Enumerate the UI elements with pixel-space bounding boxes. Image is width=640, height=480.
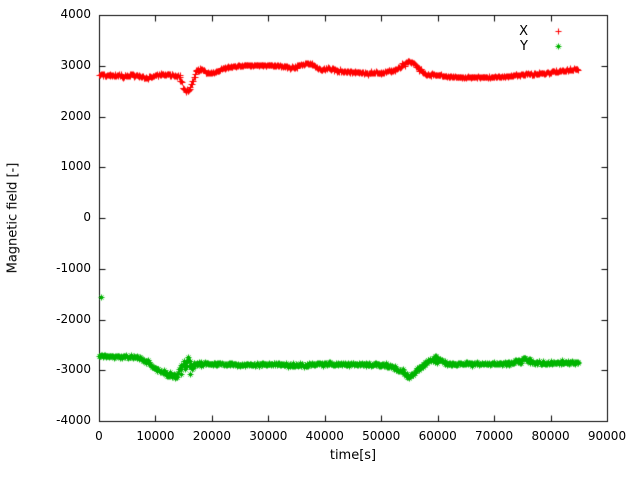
y-axis-label: Magnetic field [-] [5,162,21,274]
y-tick-label: -1000 [56,260,91,275]
x-tick-label: 90000 [587,429,627,443]
x-tick-label: 20000 [192,429,231,443]
x-tick-label: 0 [95,429,103,443]
x-tick-label: 10000 [136,429,175,443]
x-axis-label: time[s] [329,448,377,463]
y-tick-label: 0 [83,210,91,224]
x-tick-label: 60000 [418,429,457,443]
y-tick-label: 4000 [60,7,91,21]
y-tick-label: -4000 [56,413,91,427]
y-tick-label: 3000 [60,57,91,72]
x-tick-label: 50000 [362,429,401,443]
x-tick-label: 30000 [249,429,288,443]
legend-entry-y-label: Y [520,39,528,54]
x-tick-label: 80000 [531,429,570,443]
y-tick-label: -3000 [56,362,91,377]
y-tick-label: -2000 [56,311,91,326]
y-tick-label: 2000 [60,108,91,123]
y-tick-label: 1000 [60,159,91,174]
x-tick-label: 40000 [305,429,344,443]
x-tick-label: 70000 [475,429,514,443]
legend-entry-x-label: X [519,24,528,39]
